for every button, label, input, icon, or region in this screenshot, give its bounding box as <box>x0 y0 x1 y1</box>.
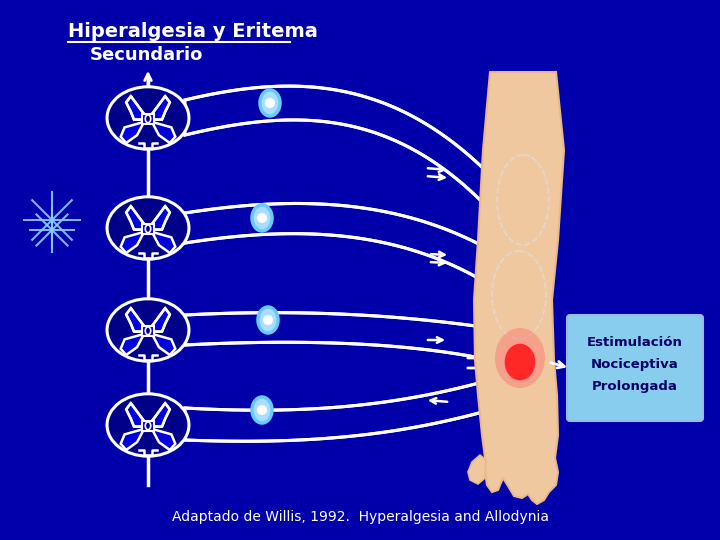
Circle shape <box>263 315 273 325</box>
Polygon shape <box>474 72 564 504</box>
Text: Estimulación: Estimulación <box>587 336 683 349</box>
Circle shape <box>257 405 267 415</box>
Polygon shape <box>152 232 175 253</box>
Polygon shape <box>185 86 490 210</box>
Polygon shape <box>126 403 144 427</box>
Polygon shape <box>185 204 490 285</box>
Text: Nociceptiva: Nociceptiva <box>591 358 679 371</box>
Polygon shape <box>121 122 144 143</box>
Polygon shape <box>185 380 490 441</box>
Polygon shape <box>126 206 144 230</box>
Polygon shape <box>126 96 144 119</box>
Polygon shape <box>152 206 170 230</box>
Ellipse shape <box>145 115 150 123</box>
Ellipse shape <box>145 327 150 335</box>
FancyBboxPatch shape <box>567 315 703 421</box>
Circle shape <box>265 98 275 108</box>
Polygon shape <box>152 429 175 450</box>
Ellipse shape <box>107 197 189 259</box>
Polygon shape <box>142 224 154 234</box>
Text: Hiperalgesia y Eritema: Hiperalgesia y Eritema <box>68 22 318 41</box>
Polygon shape <box>468 455 486 484</box>
Polygon shape <box>185 313 490 360</box>
Polygon shape <box>142 326 154 336</box>
Text: Adaptado de Willis, 1992.  Hyperalgesia and Allodynia: Adaptado de Willis, 1992. Hyperalgesia a… <box>171 510 549 524</box>
Ellipse shape <box>107 394 189 456</box>
Polygon shape <box>152 334 175 355</box>
Ellipse shape <box>107 87 189 149</box>
Ellipse shape <box>145 422 150 430</box>
Ellipse shape <box>145 225 150 233</box>
Polygon shape <box>126 308 144 332</box>
Ellipse shape <box>260 90 280 116</box>
Polygon shape <box>152 308 170 332</box>
Polygon shape <box>121 334 144 355</box>
Ellipse shape <box>504 343 536 381</box>
Ellipse shape <box>495 328 545 388</box>
Ellipse shape <box>252 397 272 423</box>
Ellipse shape <box>107 299 189 361</box>
Text: Prolongada: Prolongada <box>592 380 678 393</box>
Polygon shape <box>142 421 154 431</box>
Polygon shape <box>142 114 154 124</box>
Polygon shape <box>121 232 144 253</box>
Polygon shape <box>152 403 170 427</box>
Polygon shape <box>152 122 175 143</box>
Polygon shape <box>121 429 144 450</box>
Text: Secundario: Secundario <box>90 46 203 64</box>
Ellipse shape <box>252 205 272 231</box>
Ellipse shape <box>258 307 278 333</box>
Polygon shape <box>152 96 170 119</box>
Circle shape <box>257 213 267 223</box>
